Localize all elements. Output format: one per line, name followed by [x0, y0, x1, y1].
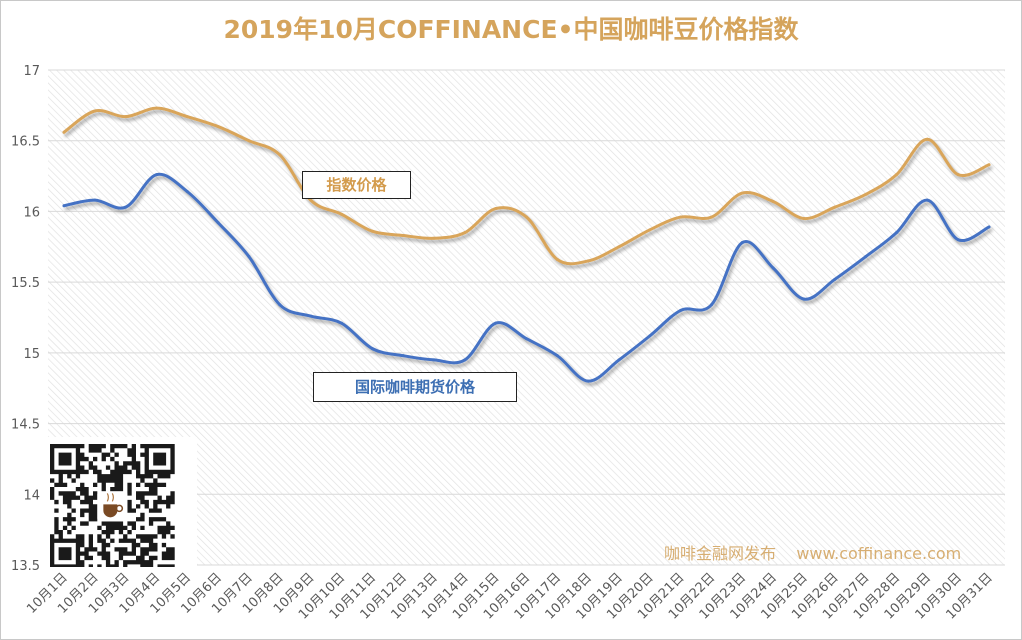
data-point [956, 238, 960, 242]
chart-title: 2019年10月COFFINANCE•中国咖啡豆价格指数 [223, 15, 799, 44]
data-point [340, 321, 343, 325]
data-point [833, 205, 837, 209]
y-tick-label: 15 [23, 347, 40, 362]
data-point [679, 215, 683, 219]
data-point [802, 217, 806, 220]
data-point [648, 334, 652, 338]
data-point [525, 337, 528, 341]
y-tick-label: 16 [23, 205, 40, 220]
data-point [987, 163, 991, 167]
data-point [586, 379, 590, 383]
data-point [925, 137, 929, 141]
data-point [278, 303, 282, 307]
data-point [555, 258, 559, 262]
data-point [62, 130, 66, 134]
data-point [432, 358, 436, 362]
data-point [370, 229, 374, 233]
y-tick-label: 13.5 [11, 559, 40, 574]
data-point [617, 358, 621, 362]
series-label-futures: 国际咖啡期货价格 [313, 372, 517, 402]
data-point [185, 190, 189, 194]
data-point [93, 198, 97, 202]
data-point [62, 204, 66, 208]
data-point [740, 191, 744, 195]
steam-icon [106, 493, 114, 502]
qr-code-icon [50, 444, 175, 567]
y-tick-label: 14.5 [11, 418, 40, 433]
data-point [216, 221, 220, 225]
data-point [155, 173, 158, 177]
data-point [463, 358, 467, 362]
coffee-cup-handle [115, 504, 124, 513]
y-tick-label: 17 [23, 64, 40, 79]
data-point [309, 314, 313, 318]
data-point [617, 245, 621, 249]
data-point [309, 198, 313, 202]
data-point [802, 297, 806, 301]
data-point [525, 215, 528, 219]
data-point [864, 255, 868, 259]
data-point [124, 205, 128, 209]
data-point [370, 347, 374, 351]
y-tick-label: 15.5 [11, 276, 40, 291]
data-point [247, 139, 251, 143]
data-point [247, 255, 251, 259]
data-point [494, 321, 498, 325]
data-point [895, 231, 898, 235]
data-point [494, 207, 498, 211]
data-point [401, 354, 405, 358]
data-point [895, 173, 898, 177]
data-point [740, 241, 744, 245]
qr-modules [50, 444, 175, 567]
watermark-text: 咖啡金融网发布 www.coffinance.com [664, 544, 962, 563]
y-tick-label: 16.5 [11, 135, 40, 150]
data-point [124, 115, 128, 119]
plot-area [48, 70, 1005, 565]
data-point [586, 259, 590, 263]
data-point [710, 303, 713, 307]
data-point [864, 192, 868, 196]
data-point [463, 231, 467, 235]
data-point [956, 173, 960, 177]
data-point [340, 212, 343, 216]
data-point [710, 215, 713, 219]
series-label-index: 指数价格 [302, 171, 411, 199]
y-tick-label: 14 [23, 488, 40, 503]
data-point [155, 106, 158, 110]
data-point [771, 200, 775, 204]
data-point [278, 153, 282, 157]
data-point [987, 225, 991, 229]
data-point [185, 115, 189, 119]
data-point [401, 233, 405, 237]
data-point [679, 308, 683, 312]
data-point [771, 266, 775, 270]
data-point [648, 228, 652, 232]
data-point [432, 236, 436, 240]
data-point [925, 198, 929, 202]
data-point [833, 277, 837, 281]
coffee-cup-icon [103, 504, 118, 518]
data-point [555, 354, 559, 358]
data-point [216, 125, 220, 129]
qr-code-image [42, 437, 197, 567]
data-point [93, 109, 97, 113]
